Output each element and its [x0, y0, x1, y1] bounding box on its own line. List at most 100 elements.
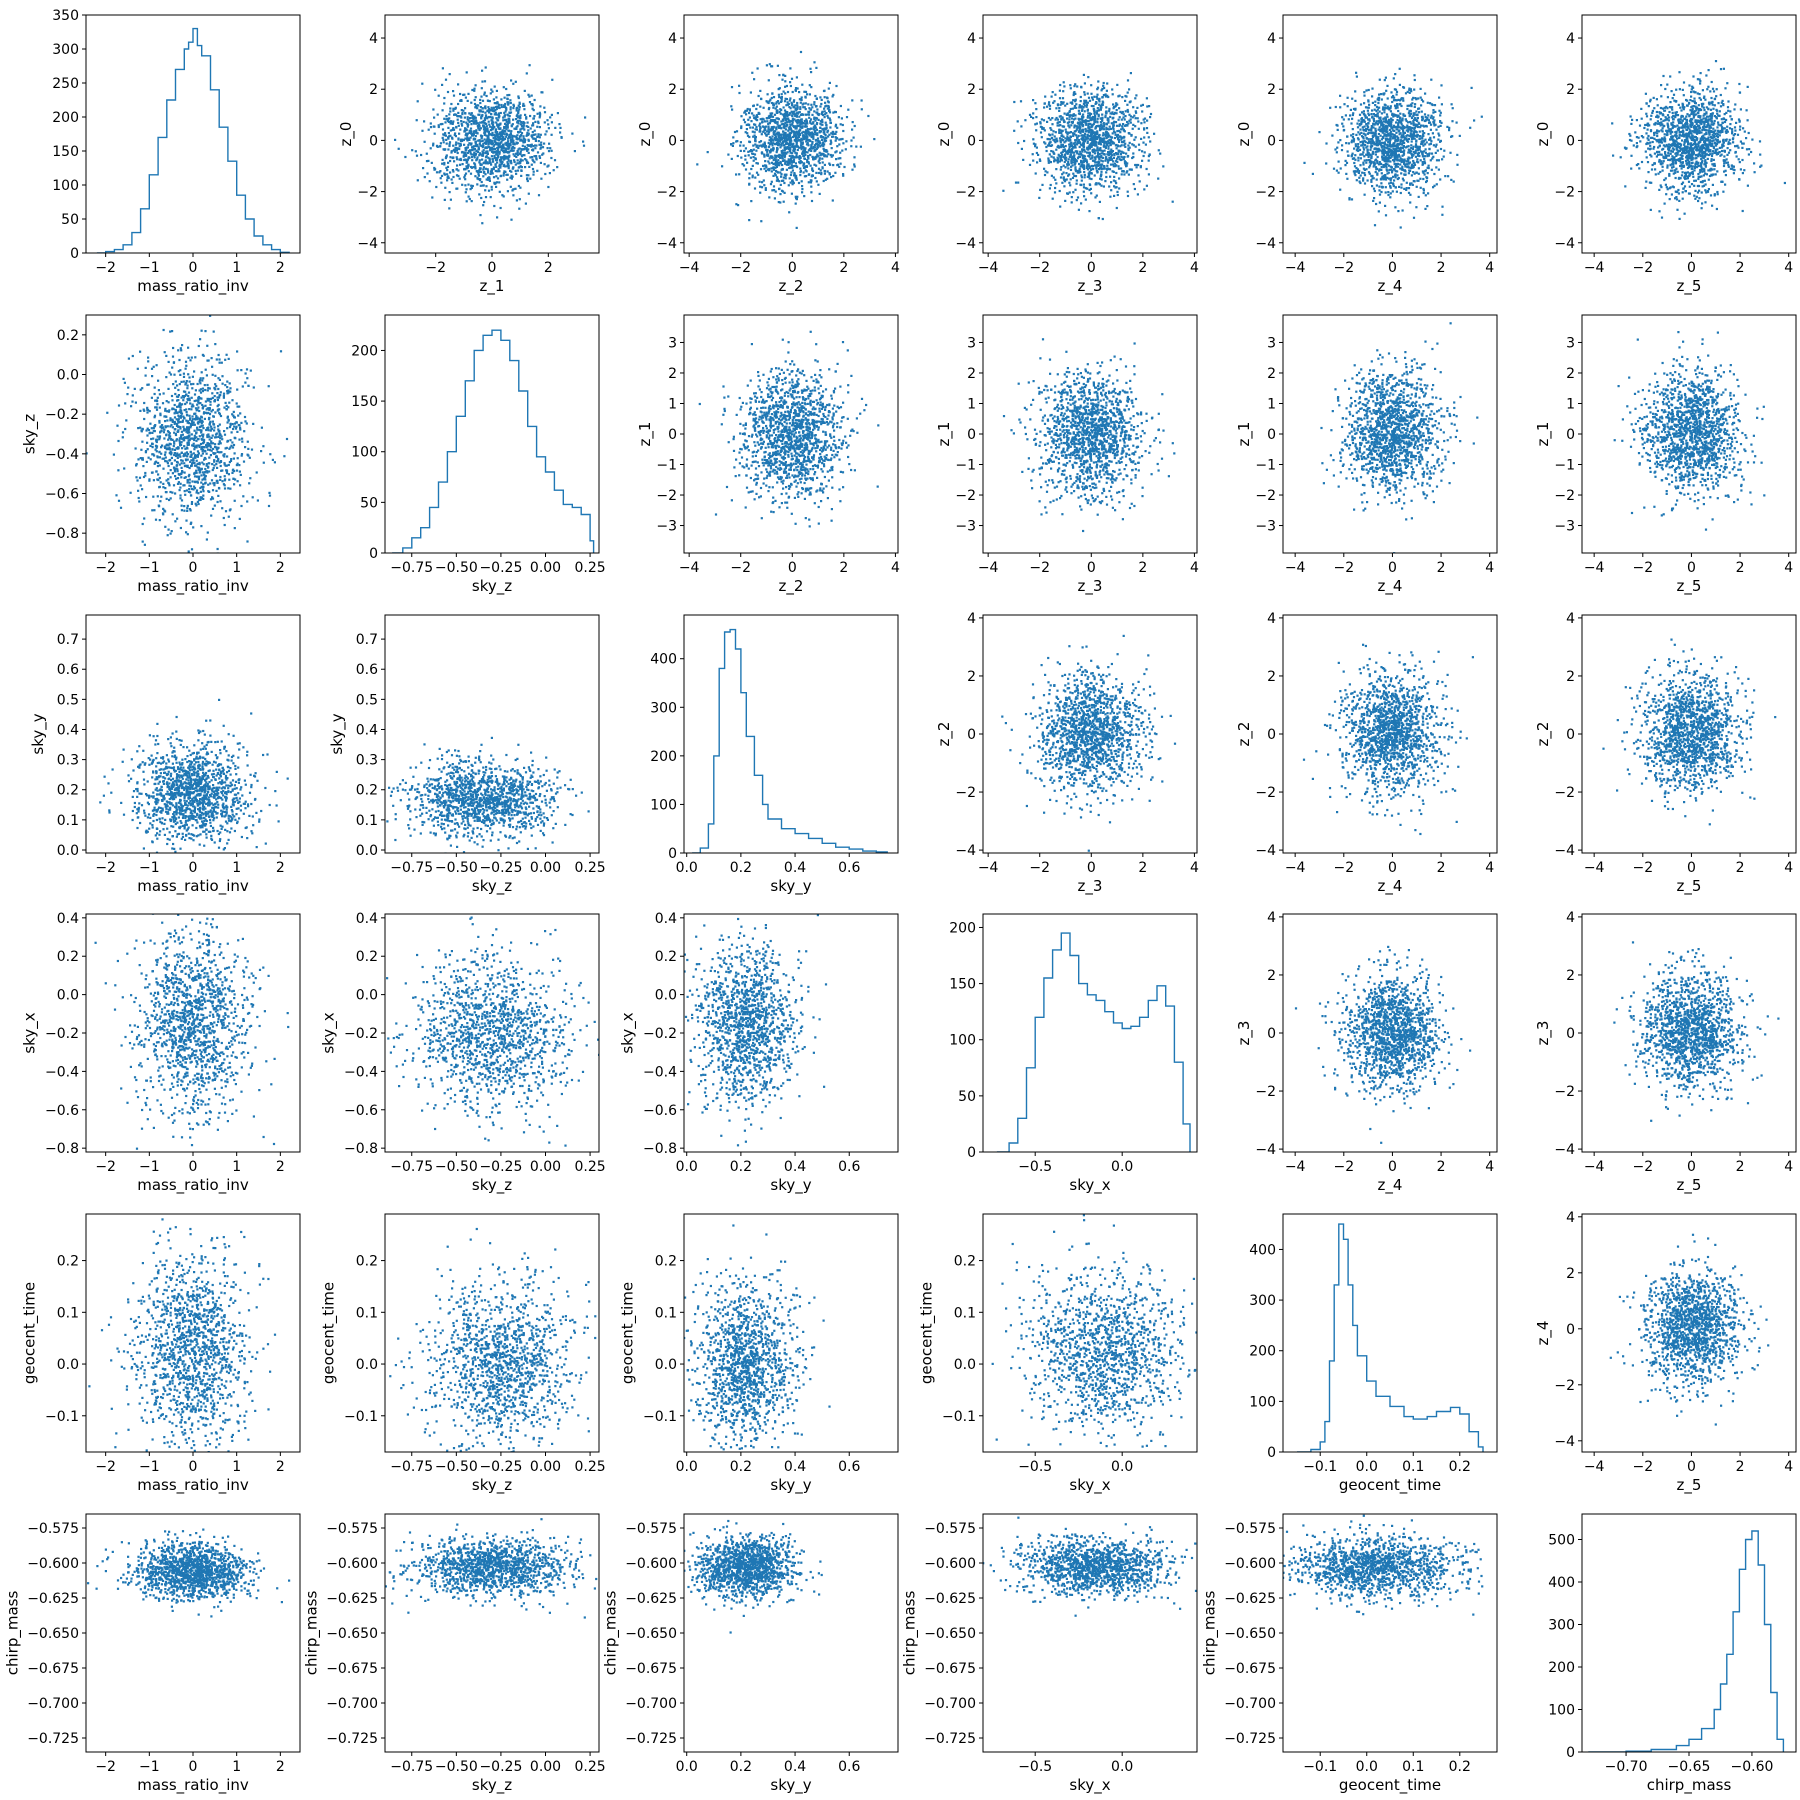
- scatter-point: [452, 94, 456, 97]
- scatter-point: [794, 119, 797, 122]
- scatter-point: [1367, 155, 1370, 158]
- scatter-point: [522, 140, 525, 143]
- scatter-point: [1105, 133, 1108, 136]
- scatter-point: [454, 135, 457, 138]
- scatter-point: [1126, 120, 1129, 124]
- scatter-point: [1106, 153, 1109, 156]
- scatter-point: [742, 118, 745, 121]
- scatter-point: [1418, 111, 1421, 114]
- scatter-point: [1378, 168, 1381, 171]
- scatter-point: [481, 107, 484, 110]
- scatter-point: [1127, 148, 1130, 152]
- scatter-point: [1112, 116, 1115, 119]
- scatter-point: [1101, 113, 1104, 116]
- scatter-point: [1432, 116, 1435, 119]
- scatter-point: [1043, 167, 1046, 170]
- scatter-point: [496, 177, 500, 180]
- scatter-point: [516, 162, 519, 165]
- scatter-point: [452, 156, 455, 159]
- scatter-point: [1090, 132, 1093, 135]
- scatter-point: [779, 146, 782, 149]
- scatter-point: [783, 191, 786, 194]
- scatter-point: [836, 145, 839, 148]
- scatter-point: [805, 125, 808, 128]
- scatter-point: [1061, 125, 1064, 128]
- scatter-point: [465, 149, 468, 152]
- scatter-point: [1083, 195, 1086, 198]
- scatter-point: [796, 107, 799, 110]
- scatter-point: [784, 119, 788, 122]
- scatter-point: [1101, 118, 1104, 121]
- scatter-point: [834, 123, 838, 126]
- scatter-point: [516, 113, 519, 116]
- scatter-point: [1087, 123, 1090, 126]
- scatter-point: [532, 170, 535, 173]
- scatter-point: [1060, 138, 1063, 141]
- scatter-point: [795, 178, 798, 181]
- scatter-point: [487, 120, 490, 123]
- scatter-point: [823, 107, 826, 110]
- scatter-point: [791, 121, 794, 124]
- scatter-point: [1082, 130, 1085, 133]
- scatter-point: [440, 174, 444, 177]
- scatter-point: [1083, 155, 1087, 158]
- scatter-point: [1375, 120, 1378, 123]
- scatter-point: [449, 171, 452, 174]
- scatter-point: [784, 122, 787, 125]
- scatter-point: [1355, 133, 1358, 136]
- scatter-point: [782, 176, 785, 179]
- scatter-point: [1117, 155, 1120, 158]
- scatter-point: [777, 102, 781, 105]
- scatter-point: [1124, 94, 1127, 98]
- scatter-point: [780, 138, 784, 141]
- scatter-point: [1405, 126, 1408, 129]
- scatter-point: [471, 148, 474, 151]
- scatter-point: [1366, 179, 1369, 182]
- scatter-point: [810, 103, 813, 106]
- scatter-point: [456, 164, 459, 167]
- scatter-point: [492, 145, 495, 148]
- scatter-point: [1379, 116, 1382, 119]
- scatter-point: [782, 153, 785, 156]
- scatter-point: [524, 166, 527, 169]
- scatter-point: [1086, 175, 1089, 178]
- scatter-point: [1381, 108, 1385, 111]
- scatter-point: [495, 175, 498, 178]
- scatter-point: [1359, 103, 1363, 106]
- scatter-point: [808, 147, 811, 151]
- scatter-point: [1105, 157, 1108, 161]
- scatter-point: [519, 114, 522, 117]
- scatter-point: [460, 109, 463, 112]
- scatter-point: [1083, 139, 1087, 142]
- scatter-point: [1061, 173, 1064, 176]
- scatter-point: [1059, 129, 1062, 132]
- scatter-point: [426, 172, 429, 175]
- scatter-point: [468, 112, 471, 115]
- scatter-point: [1088, 170, 1091, 173]
- scatter-point: [1094, 141, 1097, 144]
- scatter-point: [503, 158, 506, 161]
- scatter-point: [1095, 183, 1098, 186]
- scatter-point: [1117, 152, 1120, 156]
- scatter-point: [1129, 118, 1132, 121]
- scatter-point: [1135, 111, 1138, 114]
- scatter-point: [1131, 127, 1134, 130]
- scatter-point: [530, 163, 533, 166]
- scatter-point: [1069, 178, 1072, 181]
- scatter-point: [464, 191, 467, 194]
- scatter-point: [1048, 159, 1051, 162]
- scatter-point: [777, 136, 780, 139]
- scatter-point: [802, 130, 805, 133]
- scatter-point: [850, 139, 853, 142]
- scatter-point: [794, 202, 797, 205]
- scatter-point: [1058, 97, 1062, 100]
- scatter-point: [452, 127, 455, 130]
- scatter-point: [502, 130, 505, 133]
- scatter-point: [1101, 116, 1104, 119]
- scatter-point: [1424, 148, 1427, 151]
- scatter-point: [1376, 162, 1379, 165]
- scatter-point: [1120, 118, 1123, 121]
- scatter-point: [445, 115, 448, 118]
- scatter-point: [510, 147, 513, 150]
- scatter-point: [767, 160, 770, 163]
